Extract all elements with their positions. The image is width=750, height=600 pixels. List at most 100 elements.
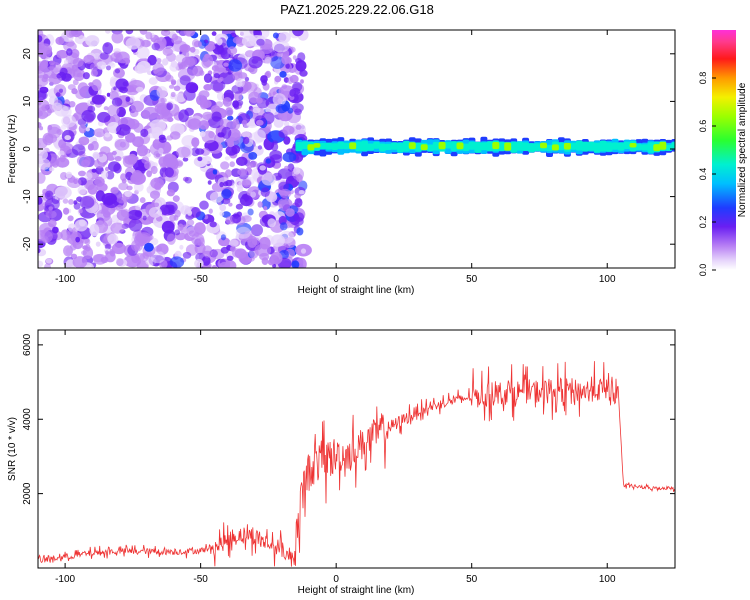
noise-blob	[289, 89, 296, 97]
noise-blob	[55, 36, 65, 46]
noise-blob	[144, 242, 154, 252]
noise-blob	[292, 55, 297, 60]
signal-band-cell	[385, 143, 392, 151]
noise-blob	[156, 86, 168, 98]
noise-blob	[106, 92, 111, 97]
noise-blob	[47, 219, 57, 228]
noise-blob	[77, 186, 87, 195]
noise-blob	[78, 170, 86, 177]
noise-blob	[135, 46, 150, 59]
signal-band-cell	[355, 141, 363, 152]
noise-blob	[215, 101, 224, 108]
x-tick-label: -100	[55, 574, 75, 585]
signal-band-cell	[557, 142, 565, 151]
noise-blob	[253, 129, 266, 143]
noise-blob	[287, 163, 295, 172]
noise-blob	[134, 64, 146, 74]
noise-blob	[70, 48, 80, 59]
noise-blob	[174, 229, 181, 236]
signal-band-cell	[438, 141, 446, 150]
noise-blob	[273, 118, 284, 128]
noise-blob	[83, 54, 95, 64]
noise-blob	[111, 97, 123, 107]
signal-band-cell	[367, 143, 375, 151]
noise-blob	[197, 156, 203, 162]
noise-blob	[178, 109, 189, 123]
noise-blob	[220, 161, 230, 170]
noise-blob	[179, 44, 191, 53]
noise-blob	[287, 107, 294, 114]
noise-blob	[73, 68, 82, 78]
noise-blob	[77, 82, 89, 94]
noise-blob	[67, 84, 76, 91]
noise-blob	[48, 167, 55, 172]
snr-marks	[38, 361, 675, 567]
noise-blob	[187, 118, 202, 130]
noise-blob	[223, 181, 229, 187]
noise-blob	[207, 180, 212, 185]
noise-blob	[149, 190, 161, 199]
colorbar-gradient	[712, 30, 736, 270]
noise-blob	[203, 73, 213, 83]
noise-blob	[89, 223, 100, 237]
signal-band-cell	[575, 140, 583, 151]
noise-blob	[300, 79, 304, 84]
noise-blob	[105, 170, 115, 180]
noise-blob	[111, 114, 121, 124]
noise-blob	[105, 30, 111, 34]
noise-blob	[208, 208, 213, 214]
noise-blob	[278, 31, 291, 43]
noise-blob	[135, 204, 141, 211]
noise-blob	[281, 54, 290, 65]
noise-blob	[250, 191, 256, 198]
noise-blob	[187, 210, 193, 216]
signal-band-cell	[426, 144, 434, 152]
noise-blob	[241, 131, 251, 138]
noise-blob	[228, 239, 239, 247]
x-tick-label: -50	[193, 274, 208, 285]
colorbar-tick-label: 0.2	[698, 216, 708, 229]
x-tick-label: 0	[333, 574, 339, 585]
noise-blob	[104, 243, 112, 250]
y-tick-label: -20	[22, 237, 33, 252]
noise-blob	[146, 70, 153, 75]
noise-blob	[38, 148, 48, 161]
noise-blob	[181, 57, 191, 66]
noise-blob	[142, 106, 159, 120]
signal-band-cell	[647, 142, 655, 153]
noise-blob	[97, 111, 111, 123]
noise-blob	[113, 86, 117, 91]
noise-blob	[216, 91, 225, 101]
noise-blob	[283, 136, 291, 145]
noise-blob	[267, 92, 272, 97]
noise-blob	[270, 142, 279, 152]
noise-blob	[202, 111, 214, 121]
noise-blob	[91, 79, 102, 92]
noise-blob	[293, 212, 305, 223]
noise-blob	[93, 253, 107, 265]
noise-blob	[134, 210, 143, 218]
noise-blob	[219, 77, 224, 81]
noise-blob	[179, 75, 191, 86]
noise-blob	[54, 186, 72, 199]
signal-band-cell	[563, 142, 571, 150]
noise-blob	[56, 49, 69, 59]
noise-blob	[232, 100, 240, 108]
noise-blob	[234, 248, 247, 259]
noise-blob	[96, 209, 111, 222]
noise-blob	[44, 190, 54, 200]
noise-blob	[193, 40, 202, 48]
signal-band-cell	[444, 142, 452, 149]
noise-blob	[66, 48, 73, 56]
noise-blob	[95, 241, 101, 247]
noise-blob	[230, 246, 237, 252]
noise-blob	[95, 190, 106, 202]
noise-blob	[99, 52, 109, 60]
noise-blob	[247, 235, 258, 248]
noise-blob	[292, 30, 304, 37]
noise-blob	[92, 151, 100, 160]
noise-blob	[158, 134, 166, 141]
spectrogram-ylabel: Frequency (Hz)	[7, 115, 18, 184]
noise-blob	[105, 198, 113, 206]
